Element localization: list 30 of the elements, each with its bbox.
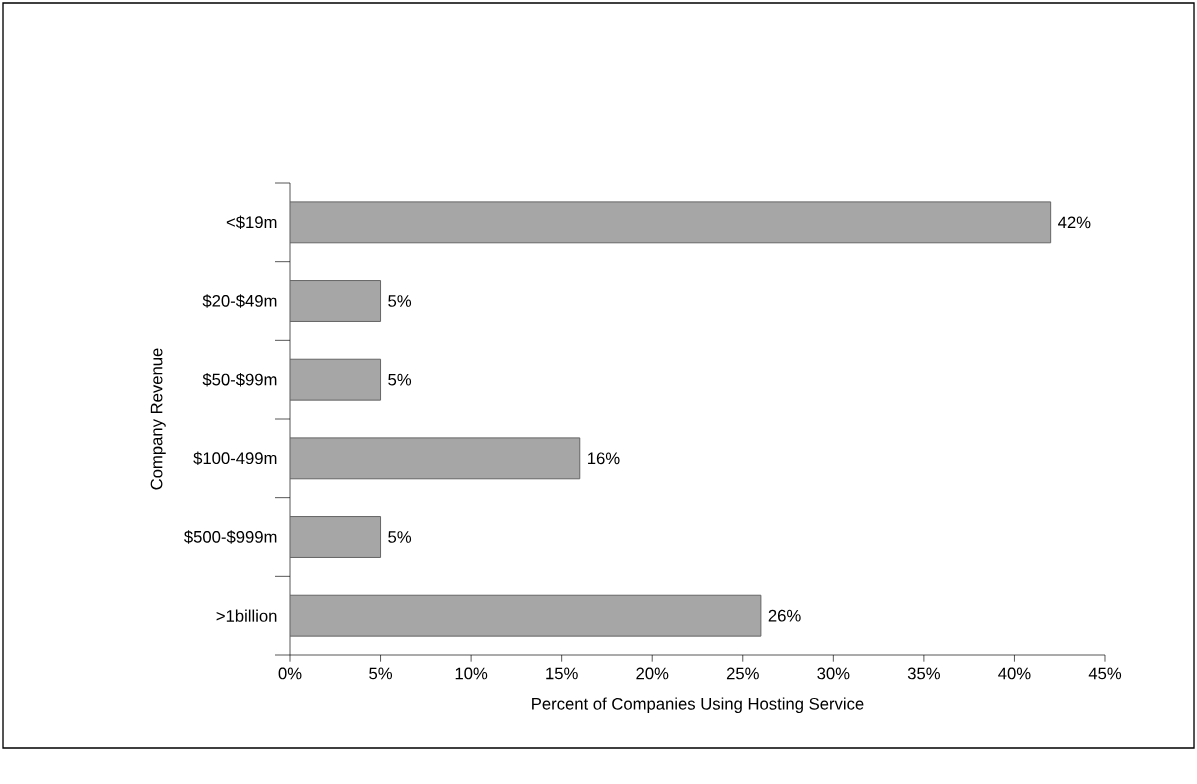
bar <box>290 516 382 558</box>
x-tick-label: 40% <box>998 667 1031 680</box>
y-tick-label: >1billion <box>216 609 277 622</box>
x-tick-label: 45% <box>1088 667 1122 680</box>
x-tick-label: 0% <box>278 667 302 680</box>
bar <box>290 201 1052 244</box>
x-tick-label: 35% <box>907 667 940 680</box>
x-tick-label: 30% <box>817 667 850 680</box>
y-tick-label: $500-$999m <box>184 530 277 544</box>
data-label: 5% <box>388 373 412 386</box>
x-axis-title: Percent of Companies Using Hosting Service <box>532 697 864 713</box>
bar <box>290 594 762 637</box>
x-tick-label: 25% <box>726 667 759 680</box>
y-tick-label: $50-$99m <box>202 372 277 387</box>
bar <box>290 358 382 401</box>
data-label: 26% <box>768 609 801 622</box>
bar <box>290 437 581 480</box>
x-tick-label: 5% <box>369 667 393 680</box>
data-label: 16% <box>588 452 620 465</box>
y-tick-label: $100-499m <box>193 451 277 466</box>
data-label: 5% <box>388 295 412 307</box>
data-label: 42% <box>1058 216 1091 229</box>
y-tick-label: <$19m <box>226 215 277 230</box>
x-tick-label: 15% <box>546 667 578 680</box>
y-axis-title: Company Revenue <box>150 348 166 490</box>
bar <box>290 280 382 322</box>
x-tick-label: 10% <box>455 667 488 680</box>
data-label: 5% <box>388 531 412 543</box>
y-tick-label: $20-$49m <box>202 294 277 308</box>
x-tick-label: 20% <box>636 667 669 680</box>
